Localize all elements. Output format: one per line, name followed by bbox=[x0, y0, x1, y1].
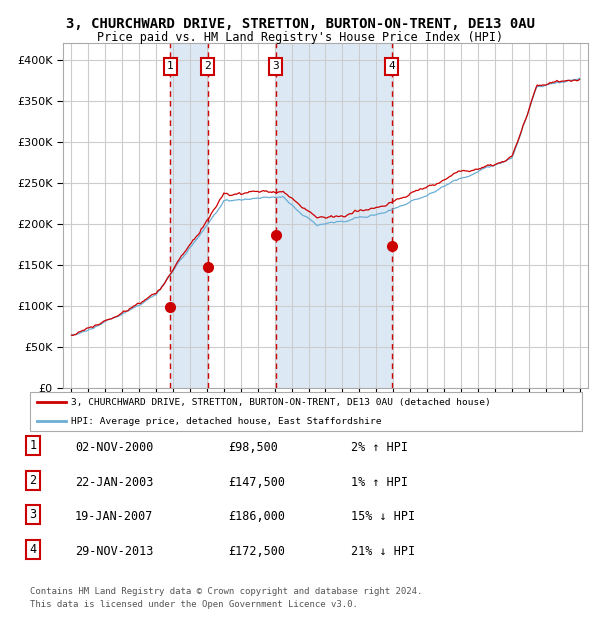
Text: 2% ↑ HPI: 2% ↑ HPI bbox=[351, 441, 408, 454]
Text: This data is licensed under the Open Government Licence v3.0.: This data is licensed under the Open Gov… bbox=[30, 600, 358, 609]
Text: 2: 2 bbox=[29, 474, 37, 487]
Text: 19-JAN-2007: 19-JAN-2007 bbox=[75, 510, 154, 523]
FancyBboxPatch shape bbox=[30, 392, 582, 431]
Text: 3, CHURCHWARD DRIVE, STRETTON, BURTON-ON-TRENT, DE13 0AU: 3, CHURCHWARD DRIVE, STRETTON, BURTON-ON… bbox=[65, 17, 535, 32]
Text: 02-NOV-2000: 02-NOV-2000 bbox=[75, 441, 154, 454]
Text: £98,500: £98,500 bbox=[228, 441, 278, 454]
Text: 2: 2 bbox=[205, 61, 211, 71]
Text: 3: 3 bbox=[272, 61, 279, 71]
Text: 15% ↓ HPI: 15% ↓ HPI bbox=[351, 510, 415, 523]
Text: 21% ↓ HPI: 21% ↓ HPI bbox=[351, 545, 415, 558]
Text: 1: 1 bbox=[167, 61, 174, 71]
Text: 22-JAN-2003: 22-JAN-2003 bbox=[75, 476, 154, 489]
Text: Contains HM Land Registry data © Crown copyright and database right 2024.: Contains HM Land Registry data © Crown c… bbox=[30, 587, 422, 596]
Text: 1% ↑ HPI: 1% ↑ HPI bbox=[351, 476, 408, 489]
Text: 3, CHURCHWARD DRIVE, STRETTON, BURTON-ON-TRENT, DE13 0AU (detached house): 3, CHURCHWARD DRIVE, STRETTON, BURTON-ON… bbox=[71, 398, 491, 407]
Text: HPI: Average price, detached house, East Staffordshire: HPI: Average price, detached house, East… bbox=[71, 417, 382, 426]
Text: 1: 1 bbox=[29, 439, 37, 452]
Bar bbox=[275, 43, 392, 388]
Text: Price paid vs. HM Land Registry's House Price Index (HPI): Price paid vs. HM Land Registry's House … bbox=[97, 31, 503, 44]
Text: 4: 4 bbox=[388, 61, 395, 71]
Text: 4: 4 bbox=[29, 543, 37, 556]
Text: £172,500: £172,500 bbox=[228, 545, 285, 558]
Bar bbox=[170, 43, 208, 388]
Text: £147,500: £147,500 bbox=[228, 476, 285, 489]
Text: £186,000: £186,000 bbox=[228, 510, 285, 523]
Text: 3: 3 bbox=[29, 508, 37, 521]
Text: 29-NOV-2013: 29-NOV-2013 bbox=[75, 545, 154, 558]
